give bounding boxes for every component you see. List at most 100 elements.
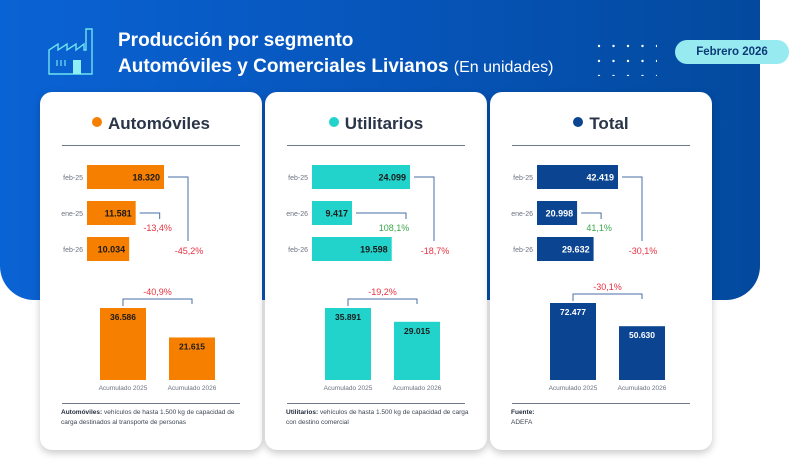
change-label: 108,1%: [379, 223, 410, 233]
cumulative-value-label: 72.477: [560, 307, 586, 317]
legend-dot-icon: [91, 117, 102, 127]
monthly-category-label: feb-25: [513, 175, 533, 182]
change-label: -30,1%: [629, 246, 658, 256]
title-line-2: Automóviles y Comerciales Livianos: [118, 56, 449, 77]
footnote-label: Automóviles:: [61, 409, 103, 416]
change-connector: [622, 176, 643, 241]
decorative-dots: [597, 44, 657, 76]
cumulative-value-label: 29.015: [404, 326, 430, 336]
card-utilitarios: Utilitarios feb-25 24.099 ene-26 9.417 feb-2…: [265, 92, 487, 450]
monthly-value-label: 19.598: [360, 245, 388, 255]
change-label: -18,7%: [421, 246, 450, 256]
footnote-text: ADEFA: [511, 419, 533, 426]
cumulative-connector: [347, 298, 418, 306]
cumulative-bar: [169, 337, 215, 380]
divider: [287, 145, 465, 146]
cumulative-category-label: Acumulado 2026: [168, 385, 217, 392]
cumulative-change-label: -19,2%: [368, 287, 397, 297]
card-title-text: Total: [589, 114, 629, 133]
cumulative-connector: [572, 293, 643, 301]
footnote-text: vehículos de hasta 1.500 kg de capacidad…: [286, 409, 469, 426]
decorative-dot: [655, 44, 657, 48]
monthly-bar: [312, 237, 392, 261]
monthly-bar: [312, 165, 410, 189]
cumulative-category-label: Acumulado 2026: [618, 385, 667, 392]
monthly-value-label: 10.034: [98, 245, 126, 255]
chart-utilitarios: feb-25 24.099 ene-26 9.417 feb-26 19.598 108,1…: [286, 165, 450, 392]
decorative-dot: [655, 74, 657, 76]
monthly-value-label: 42.419: [586, 173, 614, 183]
monthly-category-label: feb-25: [63, 175, 83, 182]
cumulative-value-label: 50.630: [629, 330, 655, 340]
cumulative-bar: [394, 321, 440, 380]
monthly-bar: [537, 201, 578, 225]
change-connector: [581, 212, 602, 219]
monthly-bar: [312, 201, 352, 225]
cumulative-category-label: Acumulado 2025: [324, 385, 373, 392]
monthly-bar: [87, 237, 130, 261]
title-unit: (En unidades): [453, 59, 554, 76]
monthly-bar: [537, 237, 594, 261]
divider: [287, 403, 465, 404]
monthly-category-label: feb-26: [63, 247, 83, 254]
monthly-category-label: feb-26: [288, 247, 308, 254]
monthly-category-label: feb-25: [288, 175, 308, 182]
monthly-bar: [87, 165, 164, 189]
cumulative-category-label: Acumulado 2026: [393, 385, 442, 392]
footnote: Utilitarios: vehículos de hasta 1.500 kg…: [286, 408, 473, 428]
cumulative-change-label: -40,9%: [143, 287, 172, 297]
decorative-dot: [626, 59, 630, 63]
legend-dot-icon: [328, 117, 339, 127]
monthly-bar: [87, 201, 136, 225]
footnote-label: Utilitarios:: [286, 409, 319, 416]
legend-dot-icon: [573, 117, 584, 127]
decorative-dot: [655, 59, 657, 63]
monthly-category-label: feb-26: [513, 247, 533, 254]
change-label: -13,4%: [143, 223, 172, 233]
card-title: Utilitarios: [265, 114, 487, 134]
change-connector: [139, 212, 161, 219]
change-connector: [168, 176, 189, 241]
divider: [62, 403, 240, 404]
decorative-dot: [641, 59, 644, 63]
cumulative-value-label: 21.615: [179, 341, 205, 351]
divider: [512, 403, 690, 404]
monthly-value-label: 24.099: [378, 173, 406, 183]
cumulative-category-label: Acumulado 2025: [99, 385, 148, 392]
cumulative-change-label: -30,1%: [593, 282, 622, 292]
card-total: Total feb-25 42.419 ene-26 20.998 feb-26 29.6…: [490, 92, 712, 450]
cumulative-category-label: Acumulado 2025: [549, 385, 598, 392]
page-title: Producción por segmento Automóviles y Co…: [118, 28, 553, 81]
monthly-value-label: 9.417: [325, 209, 348, 219]
decorative-dot: [626, 74, 630, 76]
footnote-label: Fuente:: [511, 409, 535, 416]
card-title: Automóviles: [40, 114, 262, 134]
decorative-dot: [597, 59, 601, 63]
decorative-dot: [612, 59, 615, 63]
decorative-dot: [612, 74, 615, 76]
monthly-category-label: ene-25: [61, 211, 83, 218]
change-connector: [356, 212, 407, 219]
chart-total: feb-25 42.419 ene-26 20.998 feb-26 29.632 41,1…: [511, 165, 667, 392]
decorative-dot: [641, 74, 644, 76]
chart-automoviles: feb-25 18.320 ene-25 11.581 feb-26 10.034 -13,…: [61, 165, 217, 392]
monthly-value-label: 20.998: [546, 209, 574, 219]
cumulative-bar: [100, 308, 146, 380]
monthly-category-label: ene-26: [286, 211, 308, 218]
change-connector: [414, 176, 435, 241]
cumulative-bar: [619, 326, 665, 380]
monthly-value-label: 18.320: [132, 173, 160, 183]
footnote-text: vehículos de hasta 1.500 kg de capacidad…: [61, 409, 235, 426]
title-line-1: Producción por segmento: [118, 30, 354, 51]
card-title-text: Utilitarios: [344, 114, 424, 133]
decorative-dot: [626, 44, 630, 48]
card-title: Total: [490, 114, 712, 134]
monthly-value-label: 11.581: [105, 209, 132, 219]
cumulative-bar: [325, 308, 371, 380]
footnote: Automóviles: vehículos de hasta 1.500 kg…: [61, 408, 248, 428]
decorative-dot: [641, 44, 644, 48]
card-automoviles: Automóviles feb-25 18.320 ene-25 11.581 feb-…: [40, 92, 262, 450]
decorative-dot: [597, 74, 601, 76]
monthly-bar: [537, 165, 618, 189]
change-label: 41,1%: [586, 223, 612, 233]
